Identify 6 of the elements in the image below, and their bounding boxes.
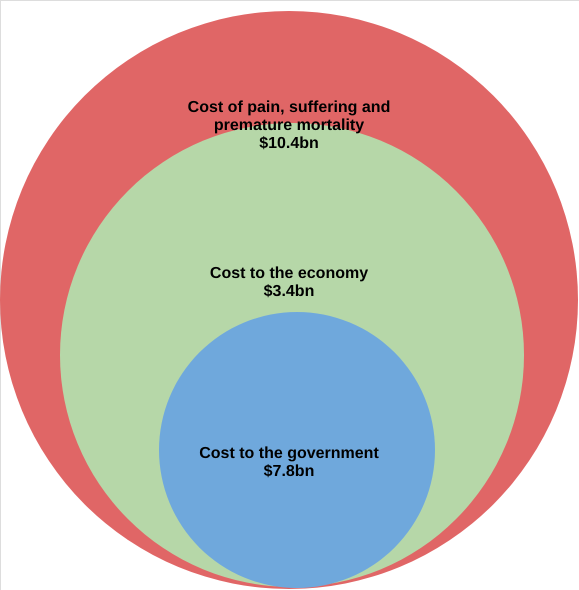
data-label: $7.8bn — [264, 463, 314, 480]
data-label: $10.4bn — [259, 135, 319, 152]
category-label: Cost of pain, suffering and premature mortality — [188, 99, 390, 134]
data-label: $3.4bn — [264, 283, 314, 300]
category-label: Cost to the government — [199, 445, 380, 462]
category-label: Cost to the economy — [210, 265, 368, 282]
